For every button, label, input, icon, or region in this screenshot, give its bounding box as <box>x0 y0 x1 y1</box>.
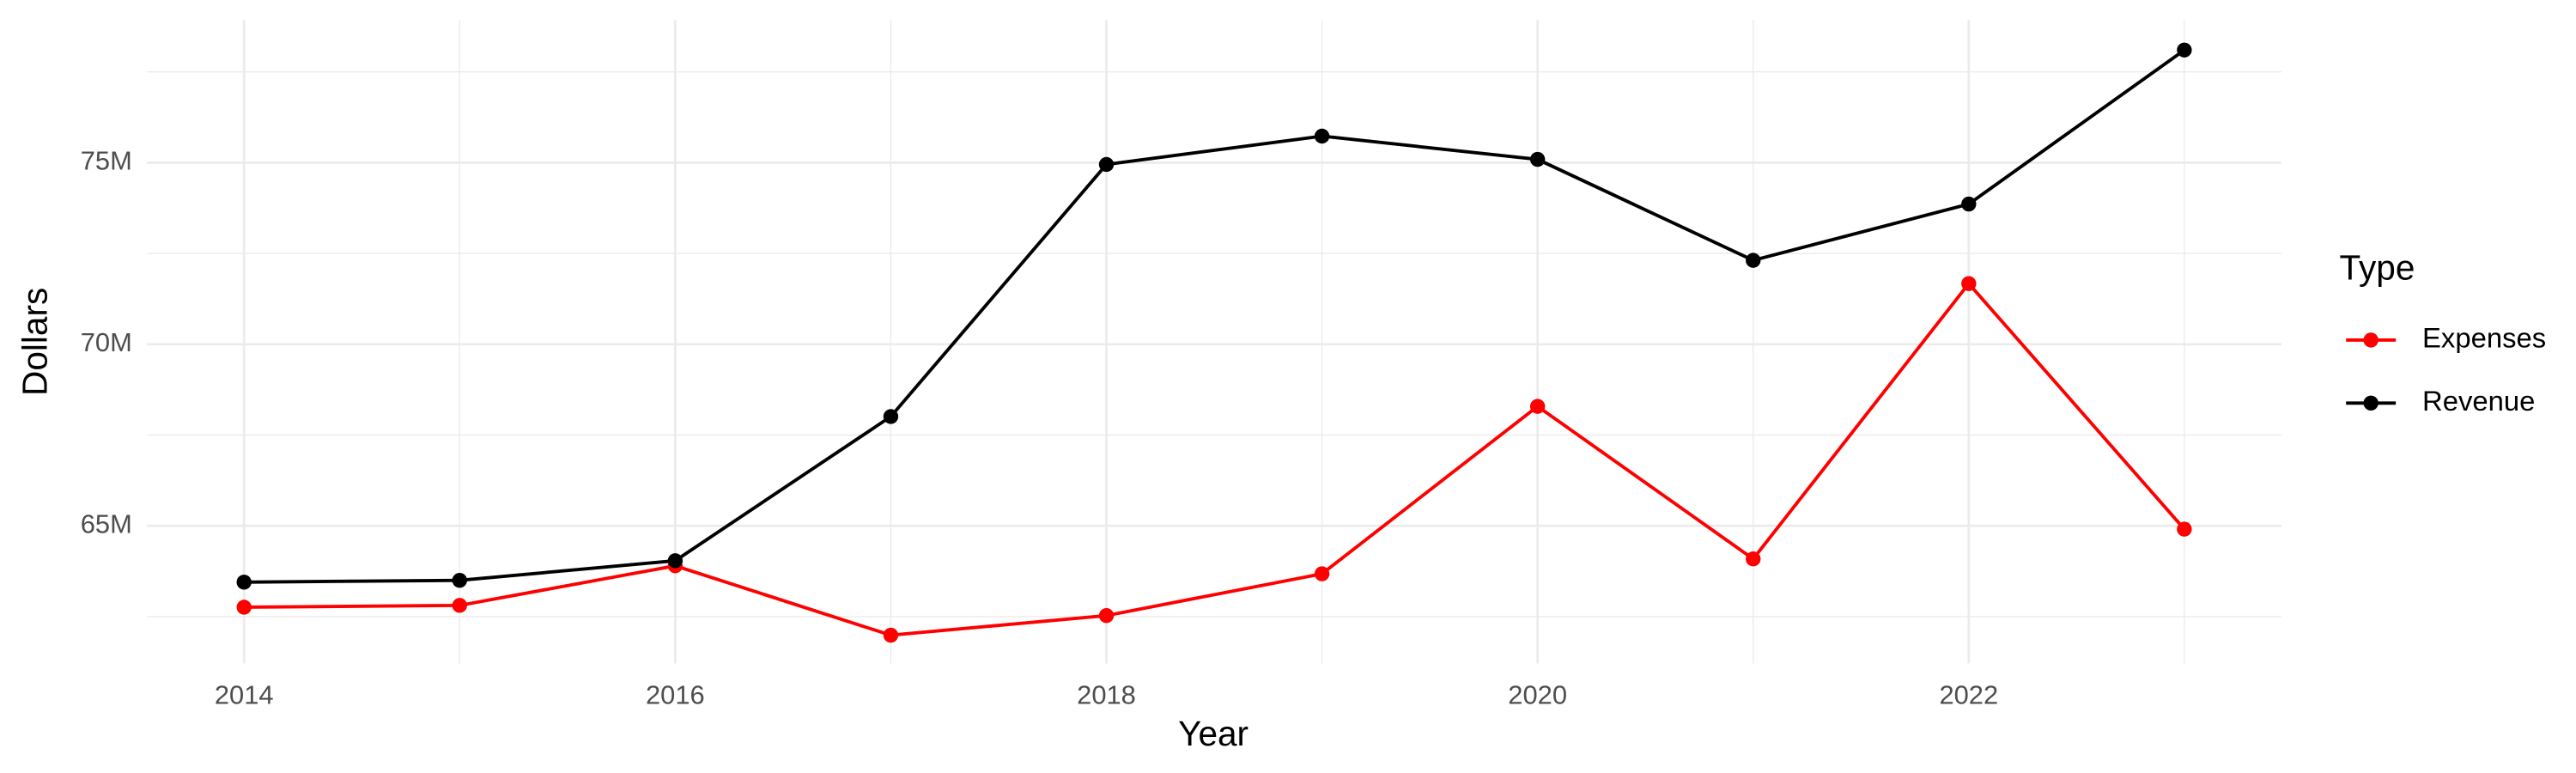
point <box>236 575 252 590</box>
x-tick-label: 2014 <box>215 679 274 709</box>
x-axis-title: Year <box>1178 714 1249 753</box>
y-axis-title: Dollars <box>15 288 54 396</box>
point <box>452 598 467 613</box>
point <box>2177 42 2192 58</box>
x-tick-label: 2018 <box>1077 679 1136 709</box>
legend-marker <box>2363 332 2379 348</box>
point <box>1961 276 1977 291</box>
y-tick-label: 65M <box>81 508 132 539</box>
point <box>1098 156 1115 173</box>
point <box>1314 566 1330 581</box>
legend-marker <box>2363 395 2379 411</box>
point <box>1961 196 1977 212</box>
point <box>1746 551 1761 567</box>
point <box>1529 399 1546 414</box>
point <box>883 409 899 424</box>
line <box>244 281 2186 637</box>
legend-title: Type <box>2339 248 2415 288</box>
legend-label: Expenses <box>2422 322 2546 354</box>
line <box>244 48 2186 584</box>
point <box>1314 128 1330 144</box>
point <box>883 627 899 643</box>
y-tick-label: 70M <box>81 327 132 357</box>
point <box>452 573 467 588</box>
x-tick-label: 2016 <box>646 679 705 709</box>
point <box>1098 608 1115 624</box>
point <box>2177 521 2192 537</box>
point <box>1529 151 1546 167</box>
x-tick-label: 2022 <box>1939 679 1998 709</box>
y-tick-label: 75M <box>81 146 132 176</box>
point <box>1746 253 1761 268</box>
legend-label: Revenue <box>2422 385 2535 417</box>
point <box>236 600 252 615</box>
x-tick-label: 2020 <box>1508 679 1567 709</box>
point <box>667 553 683 569</box>
